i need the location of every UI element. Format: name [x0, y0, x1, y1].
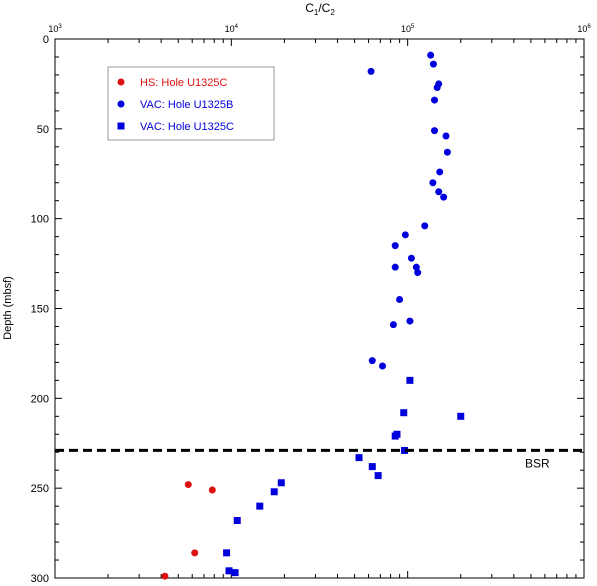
y-axis-label: Depth (mbsf) — [2, 276, 14, 340]
data-point-series-2 — [396, 296, 404, 304]
data-point-series-3 — [401, 446, 409, 454]
x-tick-label-base: 10 — [225, 24, 235, 34]
y-tick-label: 250 — [31, 483, 49, 495]
data-point-series-3 — [355, 454, 363, 462]
bsr-label: BSR — [525, 456, 550, 470]
data-point-series-2 — [406, 317, 414, 325]
data-point-series-3 — [233, 517, 241, 525]
data-point-series-3 — [223, 549, 231, 557]
x-tick-label-base: 10 — [48, 24, 58, 34]
data-point-series-2 — [443, 148, 451, 156]
legend-label: VAC: Hole U1325B — [140, 99, 233, 111]
x-tick-label: 104 — [225, 24, 239, 34]
legend-box — [107, 66, 275, 141]
data-point-series-2 — [431, 127, 439, 135]
data-point-series-2 — [412, 263, 420, 271]
data-point-series-1 — [208, 486, 216, 494]
legend: HS: Hole U1325C VAC: Hole U1325B VAC: Hole… — [107, 66, 275, 141]
data-point-series-3 — [457, 412, 465, 420]
data-point-series-3 — [256, 502, 264, 510]
data-point-series-3 — [368, 463, 376, 471]
x-tick-label-exponent: 4 — [235, 24, 239, 30]
data-point-series-3 — [374, 472, 382, 480]
data-point-series-2 — [391, 242, 399, 250]
x-tick-label-exponent: 3 — [58, 24, 62, 30]
data-point-series-3 — [400, 409, 408, 417]
data-point-series-2 — [367, 67, 375, 75]
data-point-series-2 — [401, 231, 409, 239]
data-point-series-2 — [407, 254, 415, 262]
y-tick-label: 300 — [31, 573, 49, 585]
legend-label: HS: Hole U1325C — [140, 77, 227, 89]
x-tick-label-exponent: 6 — [587, 24, 591, 30]
y-tick-label: 100 — [31, 214, 49, 226]
data-point-series-2 — [429, 60, 437, 68]
data-point-series-2 — [389, 321, 397, 329]
y-tick-label: 0 — [43, 34, 49, 46]
y-axis-ticks: 0 50 100 150 200 250 300 — [31, 34, 584, 585]
data-point-series-1 — [184, 481, 192, 489]
y-tick-label: 200 — [31, 393, 49, 405]
data-point-series-2 — [431, 96, 439, 104]
data-point-series-2 — [414, 269, 422, 277]
x-tick-label-base: 10 — [577, 24, 587, 34]
x-axis-label-sub1: 1 — [314, 8, 319, 17]
x-tick-label-exponent: 5 — [411, 24, 415, 30]
data-point-series-2 — [368, 357, 376, 365]
legend-marker — [117, 78, 125, 86]
x-tick-label-base: 10 — [401, 24, 411, 34]
data-point-series-1 — [191, 549, 199, 557]
x-axis-ticks: 103 104 105 106 — [48, 24, 591, 578]
x-axis-label-slash: /C — [318, 1, 330, 15]
data-point-series-3 — [391, 432, 399, 440]
data-point-series-3 — [231, 569, 239, 577]
legend-marker — [117, 100, 125, 108]
y-tick-label: 150 — [31, 304, 49, 316]
data-point-series-2 — [436, 168, 444, 176]
data-point-series-3 — [406, 376, 414, 384]
x-axis-label-sub2: 2 — [330, 8, 335, 17]
data-point-series-2 — [433, 84, 441, 92]
data-point-series-2 — [429, 179, 437, 187]
data-points — [161, 51, 465, 580]
data-point-series-1 — [161, 572, 169, 580]
data-point-series-3 — [270, 488, 278, 496]
data-point-series-3 — [225, 567, 233, 575]
x-axis-label: C1/C2 — [305, 1, 335, 17]
data-point-series-3 — [277, 479, 285, 487]
data-point-series-2 — [435, 188, 443, 196]
legend-label: VAC: Hole U1325C — [140, 121, 234, 133]
data-point-series-2 — [391, 263, 399, 271]
data-point-series-2 — [427, 51, 435, 59]
y-tick-label: 50 — [37, 124, 49, 136]
data-point-series-2 — [421, 222, 429, 230]
x-tick-label: 105 — [401, 24, 415, 34]
x-tick-label: 106 — [577, 24, 591, 34]
data-point-series-2 — [379, 362, 387, 370]
legend-marker — [117, 122, 125, 130]
data-point-series-2 — [440, 193, 448, 201]
x-tick-label: 103 — [48, 24, 62, 34]
data-point-series-2 — [442, 132, 450, 140]
